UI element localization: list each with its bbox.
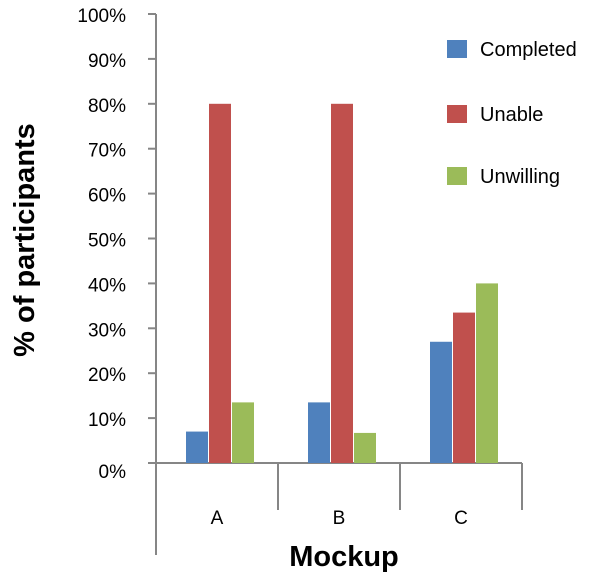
x-axis-title: Mockup bbox=[289, 541, 399, 573]
bar-completed-c bbox=[430, 341, 452, 463]
bar-unable-b bbox=[331, 103, 353, 464]
x-category-label: B bbox=[333, 508, 346, 529]
bar-completed-b bbox=[308, 402, 330, 463]
y-tick-label: 40% bbox=[88, 275, 126, 296]
y-tick-label: 30% bbox=[88, 320, 126, 341]
y-tick-label: 60% bbox=[88, 186, 126, 207]
legend-label-unwilling: Unwilling bbox=[480, 166, 560, 188]
y-axis-title: % of participants bbox=[9, 123, 41, 357]
x-category-label: A bbox=[211, 508, 224, 529]
legend-label-completed: Completed bbox=[480, 39, 577, 61]
y-tick-labels: 0% 10% 20% 30% 40% 50% 60% 70% 80% 90% 100% bbox=[77, 6, 126, 483]
y-tick-label: 50% bbox=[88, 231, 126, 252]
x-category-label: C bbox=[454, 508, 468, 529]
bar-completed-a bbox=[186, 431, 208, 463]
y-tick-label: 80% bbox=[88, 96, 126, 117]
bar-unwilling-b bbox=[354, 432, 376, 463]
legend-swatch-unable bbox=[447, 105, 467, 123]
legend-swatch-completed bbox=[447, 40, 467, 58]
bar-unable-c bbox=[453, 312, 475, 463]
y-tick-label: 90% bbox=[88, 51, 126, 72]
y-tick-label: 100% bbox=[77, 6, 126, 27]
legend: Completed Unable Unwilling bbox=[447, 39, 577, 188]
legend-label-unable: Unable bbox=[480, 104, 543, 126]
bar-unwilling-c bbox=[476, 283, 498, 463]
y-tick-label: 10% bbox=[88, 410, 126, 431]
legend-swatch-unwilling bbox=[447, 167, 467, 185]
y-tick-label: 0% bbox=[99, 462, 127, 483]
bars bbox=[186, 103, 498, 464]
bar-unable-a bbox=[209, 103, 231, 464]
y-tick-label: 20% bbox=[88, 365, 126, 386]
x-category-labels: A B C bbox=[211, 508, 468, 529]
y-tick-label: 70% bbox=[88, 141, 126, 162]
bar-unwilling-a bbox=[232, 402, 254, 463]
